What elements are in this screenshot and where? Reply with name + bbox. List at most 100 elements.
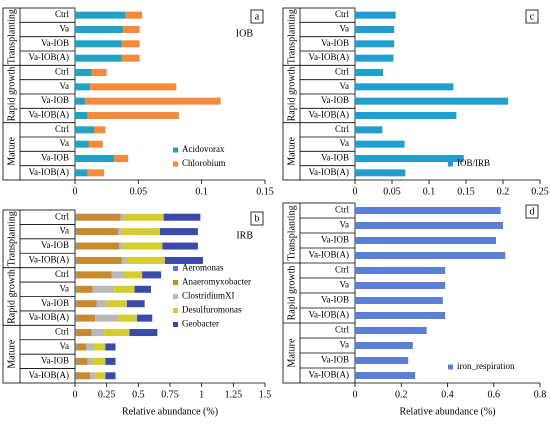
bar — [76, 329, 92, 337]
bar — [75, 300, 77, 308]
bar — [355, 297, 443, 304]
bar — [91, 329, 105, 337]
legend-label: Chlorobium — [182, 158, 226, 168]
category-label: Va-IOB(A) — [309, 250, 350, 260]
category-label: Va — [60, 138, 70, 148]
category-label: Va — [60, 81, 70, 91]
x-tick-label: 0.2 — [395, 389, 408, 400]
legend-label: Aeromonas — [182, 263, 224, 273]
category-label: Ctrl — [335, 124, 350, 134]
bar — [75, 228, 77, 236]
bar — [76, 314, 96, 322]
category-label: Va — [60, 24, 70, 34]
x-tick-label: 0.5 — [132, 389, 145, 400]
legend-label: Geobacter — [182, 319, 219, 329]
bar — [355, 54, 394, 62]
category-label: Va-IOB — [321, 355, 349, 365]
legend-marker — [173, 322, 178, 327]
panel-label-box — [250, 9, 264, 24]
bar — [88, 140, 103, 148]
bar — [75, 69, 92, 76]
category-label: Va-IOB(A) — [309, 370, 350, 380]
bar — [87, 169, 105, 177]
category-label: Va-IOB(A) — [309, 52, 350, 62]
category-label: Va — [340, 24, 350, 34]
bar — [75, 357, 77, 365]
x-tick-label: 0 — [73, 186, 78, 197]
x-tick-label: 0.05 — [130, 186, 148, 197]
bar — [75, 155, 115, 162]
bar — [126, 256, 165, 264]
group-label: Mature — [286, 136, 297, 165]
bar — [75, 126, 94, 134]
bar — [120, 213, 125, 221]
bar — [355, 83, 454, 91]
bar — [119, 242, 124, 250]
bar — [134, 285, 151, 293]
bar — [126, 300, 145, 308]
legend-label: ClostridiumXI — [182, 291, 235, 301]
category-label: Va-IOB(A) — [29, 312, 70, 322]
category-label: Ctrl — [55, 327, 70, 337]
x-tick-label: 0.05 — [383, 186, 401, 197]
bar — [355, 222, 503, 229]
category-label: Va-IOB — [41, 95, 69, 105]
bar — [75, 169, 88, 177]
bar — [104, 329, 130, 337]
legend-label: Desulfuromonas — [182, 305, 242, 315]
bar — [124, 213, 164, 221]
category-label: Ctrl — [55, 269, 70, 279]
x-tick-label: 1.25 — [225, 389, 243, 400]
bar — [355, 40, 395, 48]
bar — [75, 372, 77, 380]
bar — [105, 357, 116, 365]
category-label: Va-IOB(A) — [29, 110, 70, 120]
bar — [75, 242, 77, 250]
bar — [355, 112, 457, 119]
category-label: Va — [60, 226, 70, 236]
x-tick-label: 0.15 — [457, 186, 475, 197]
bar — [164, 256, 203, 264]
category-label: Va-IOB(A) — [29, 255, 70, 265]
bar — [75, 83, 91, 91]
panel-label-box — [250, 211, 264, 226]
bar — [355, 312, 446, 319]
bar — [129, 329, 158, 337]
legend-marker — [173, 161, 178, 167]
group-label: Rapid growth — [6, 269, 17, 324]
bar — [86, 343, 94, 351]
bar — [355, 372, 416, 379]
group-label: Transplanting — [286, 9, 297, 64]
bar — [75, 97, 86, 105]
group-label: Rapid growth — [286, 67, 297, 122]
bar — [96, 300, 107, 308]
group-label: Rapid growth — [286, 266, 297, 321]
legend-marker — [173, 294, 178, 299]
bar — [125, 11, 143, 19]
bar — [94, 126, 106, 134]
bar — [75, 213, 77, 221]
panel-label: b — [255, 213, 260, 224]
category-label: Va-IOB(A) — [29, 52, 70, 62]
category-label: Va-IOB — [41, 153, 69, 163]
group-label: Transplanting — [6, 9, 17, 64]
bar — [76, 242, 120, 250]
bar — [111, 271, 125, 279]
bar — [121, 228, 160, 236]
legend-marker — [173, 266, 178, 271]
bar — [355, 342, 413, 349]
bar — [106, 300, 127, 308]
bar — [105, 372, 116, 380]
bar — [75, 54, 122, 62]
x-axis-label: Relative abundance (%) — [399, 406, 495, 417]
annotation: IRB — [236, 230, 253, 241]
bar — [355, 26, 395, 33]
group-label: Transplanting — [6, 211, 17, 266]
category-label: Va-IOB — [321, 95, 349, 105]
category-label: Ctrl — [335, 67, 350, 77]
x-tick-label: 0.75 — [161, 389, 179, 400]
bar — [355, 11, 396, 19]
category-label: Va-IOB(A) — [309, 110, 350, 120]
panel-label: d — [530, 206, 535, 217]
category-label: Va-IOB — [321, 295, 349, 305]
